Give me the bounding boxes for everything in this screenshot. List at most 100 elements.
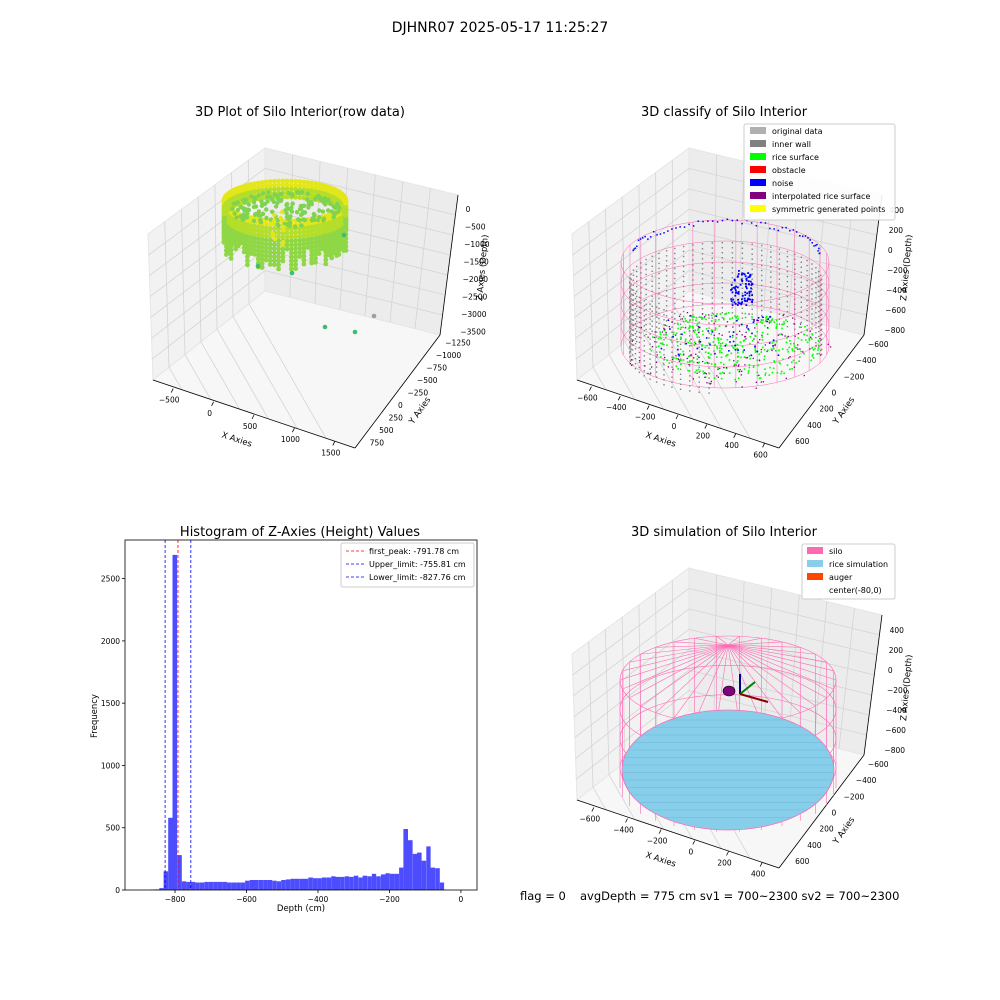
rice-surface-point	[775, 350, 777, 352]
panel-3d-axes: −600−400−20002004006004002000−200−400−60…	[571, 543, 915, 879]
histogram-bar	[163, 871, 169, 890]
inner-wall-point	[629, 286, 631, 288]
inner-wall-point	[820, 283, 823, 286]
rice-surface-point	[684, 342, 686, 345]
rice-surface-point	[743, 356, 746, 358]
inner-wall-point	[721, 272, 723, 274]
noise-point	[701, 348, 703, 350]
rice-surface-point	[704, 351, 707, 353]
histogram-bar	[389, 873, 395, 890]
inner-wall-point	[629, 306, 631, 308]
inner-wall-point	[629, 300, 632, 302]
x-tick	[617, 395, 621, 401]
inner-wall-point	[806, 299, 808, 302]
inner-wall-point	[711, 317, 713, 319]
x-tick	[726, 851, 729, 856]
data-point	[293, 242, 298, 248]
data-point	[259, 265, 265, 270]
rice-surface-point	[789, 340, 791, 342]
histogram-bar	[403, 829, 408, 890]
silo-roof-strut	[727, 644, 816, 655]
inner-wall-point	[645, 258, 647, 261]
histogram-bar	[353, 875, 359, 890]
rice-surface-point	[714, 329, 717, 331]
interpolated-point	[783, 313, 785, 316]
rice-surface-point	[767, 349, 769, 351]
inner-wall-point	[665, 260, 668, 262]
inner-wall-point	[794, 258, 796, 260]
histogram-bar	[204, 881, 209, 890]
interpolated-point	[653, 336, 656, 339]
interpolated-point	[647, 372, 649, 375]
rice-surface-point	[812, 349, 815, 351]
inner-wall-point	[770, 306, 772, 308]
rice-surface-point	[682, 326, 684, 329]
inner-wall-point	[751, 318, 753, 320]
inner-wall-point	[636, 265, 638, 268]
data-point	[234, 215, 239, 220]
rice-surface-point	[751, 340, 754, 342]
interpolated-point	[630, 364, 633, 366]
inner-wall-point	[651, 320, 653, 322]
data-point	[301, 237, 307, 243]
noise-point	[749, 280, 752, 283]
inner-wall-point	[731, 287, 734, 289]
inner-wall-point	[794, 288, 796, 290]
inner-wall-point	[778, 318, 781, 320]
inner-wall-point	[731, 312, 734, 314]
interpolated-point	[764, 344, 766, 346]
y-tick-label: 500	[379, 426, 394, 435]
rice-surface-point	[766, 333, 769, 335]
inner-wall-point	[663, 314, 665, 316]
data-point	[281, 227, 286, 233]
inner-wall-point	[665, 285, 668, 287]
inner-wall-point	[674, 257, 676, 260]
data-point	[264, 207, 269, 212]
data-point	[276, 258, 281, 264]
data-point	[313, 223, 318, 229]
outlier-point	[341, 232, 347, 238]
interpolated-point	[771, 349, 773, 352]
gridline	[621, 197, 664, 410]
rice-surface-point	[817, 344, 820, 347]
x-tick-label: 0	[688, 848, 693, 857]
y-tick-label: −250	[408, 389, 429, 398]
inner-wall-point	[643, 360, 645, 362]
data-point	[305, 180, 311, 185]
rice-surface-point	[693, 341, 696, 343]
noise-point	[689, 315, 692, 317]
inner-wall-point	[655, 311, 658, 313]
y-tick-label: 750	[370, 439, 385, 448]
legend-swatch	[807, 547, 823, 554]
silo-roof-strut	[727, 637, 762, 646]
x-tick-label: 400	[725, 441, 740, 450]
noise-point	[732, 331, 735, 333]
data-point	[305, 229, 311, 234]
rice-surface-point	[736, 343, 739, 346]
inner-wall-point	[692, 244, 694, 246]
noise-point	[781, 226, 784, 229]
rice-surface-point	[720, 338, 722, 340]
inner-wall-point	[636, 335, 638, 338]
inner-wall-point	[689, 380, 691, 382]
inner-wall-point	[701, 288, 704, 290]
inner-wall-point	[651, 330, 653, 332]
interpolated-point	[766, 327, 769, 329]
interpolated-point	[819, 354, 822, 356]
rice-surface-point	[786, 364, 789, 366]
legend-frame	[801, 543, 896, 600]
inner-wall-point	[645, 278, 647, 281]
data-point	[305, 184, 311, 189]
x-tick-label: 200	[696, 431, 711, 440]
inner-wall-point	[761, 274, 763, 277]
y-tick-label: 0	[115, 886, 120, 895]
data-point	[267, 179, 273, 185]
rice-surface-point	[701, 344, 703, 346]
rice-surface-point	[689, 319, 691, 321]
data-point	[306, 199, 311, 205]
axis-arrow-x	[739, 693, 769, 703]
noise-point	[751, 299, 754, 301]
data-point	[289, 230, 294, 236]
rice-surface-point	[757, 364, 760, 367]
data-point	[280, 234, 286, 240]
